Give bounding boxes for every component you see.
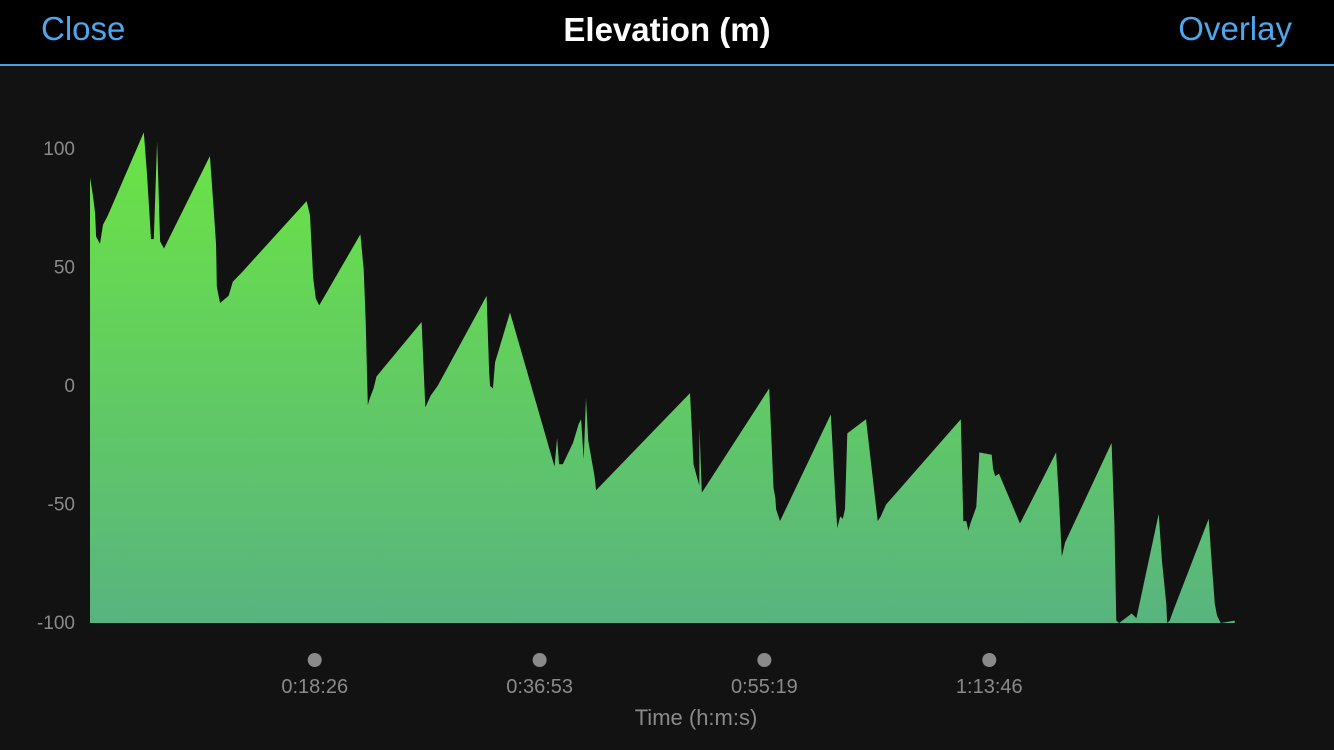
x-axis-label: Time (h:m:s) — [635, 705, 758, 730]
y-axis: 100 50 0 -50 -100 — [37, 139, 75, 634]
x-axis: 0:18:26 0:36:53 0:55:19 1:13:46 — [281, 653, 1023, 698]
x-tick-label: 0:55:19 — [731, 676, 798, 698]
nav-bar: Close Elevation (m) Overlay — [0, 0, 1334, 66]
x-tick-marker — [307, 653, 322, 667]
y-tick-label: -50 — [48, 495, 75, 516]
x-tick-label: 1:13:46 — [956, 676, 1023, 698]
close-button[interactable]: Close — [41, 10, 126, 47]
x-tick-label: 0:36:53 — [506, 676, 573, 698]
page-title: Elevation (m) — [563, 11, 771, 48]
y-tick-label: 50 — [54, 258, 75, 279]
x-tick-marker — [757, 653, 772, 667]
y-tick-label: 100 — [43, 139, 75, 160]
elevation-chart-area: 100 50 0 -50 -100 0:18:26 0:36:53 0:55:19 1:13:… — [0, 66, 1334, 750]
x-tick-marker — [532, 653, 547, 667]
elevation-chart: 100 50 0 -50 -100 0:18:26 0:36:53 0:55:19 1:13:… — [37, 132, 1235, 730]
x-tick-label: 0:18:26 — [281, 676, 348, 698]
overlay-button[interactable]: Overlay — [1178, 10, 1292, 47]
y-tick-label: -100 — [37, 613, 75, 634]
elevation-area — [90, 132, 1235, 623]
y-tick-label: 0 — [64, 376, 75, 397]
x-tick-marker — [982, 653, 997, 667]
